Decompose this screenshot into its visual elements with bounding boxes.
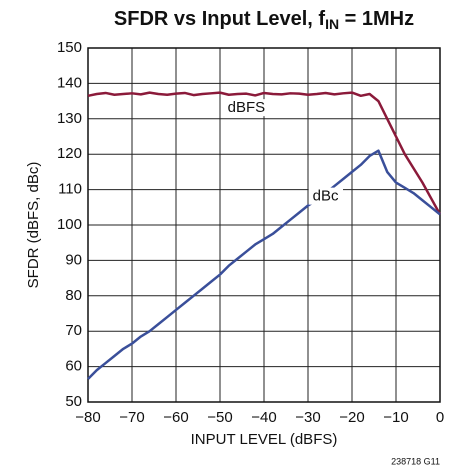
x-tick-label: −60 [163,409,188,426]
series-line [87,149,441,380]
y-tick-label: 140 [57,74,82,91]
y-tick-label: 150 [57,39,82,56]
x-axis-label: INPUT LEVEL (dBFS) [191,431,338,448]
y-axis-label: SFDR (dBFS, dBc) [25,162,42,289]
plot-frame [87,47,441,403]
series-label: dBc [313,188,339,205]
label-background [223,99,270,117]
series-label: dBFS [228,99,266,116]
y-tick-label: 120 [57,145,82,162]
x-tick-label: −50 [207,409,232,426]
x-tick-label: −10 [383,409,408,426]
y-tick-label: 50 [65,393,82,410]
x-tick-label: −40 [251,409,276,426]
x-tick-label: −80 [75,409,100,426]
label-background [308,187,344,205]
y-tick-label: 60 [65,358,82,375]
y-tick-label: 90 [65,251,82,268]
x-tick-label: −70 [119,409,144,426]
y-tick-label: 80 [65,287,82,304]
x-tick-label: −30 [295,409,320,426]
footnote: 238718 G11 [391,456,440,466]
y-tick-label: 130 [57,110,82,127]
chart-title: SFDR vs Input Level, fIN = 1MHz [114,8,414,31]
y-tick-label: 100 [57,216,82,233]
x-tick-label: 0 [436,409,444,426]
series-line [87,91,442,215]
y-tick-label: 70 [65,322,82,339]
y-tick-label: 110 [58,181,82,198]
x-tick-label: −20 [339,409,364,426]
